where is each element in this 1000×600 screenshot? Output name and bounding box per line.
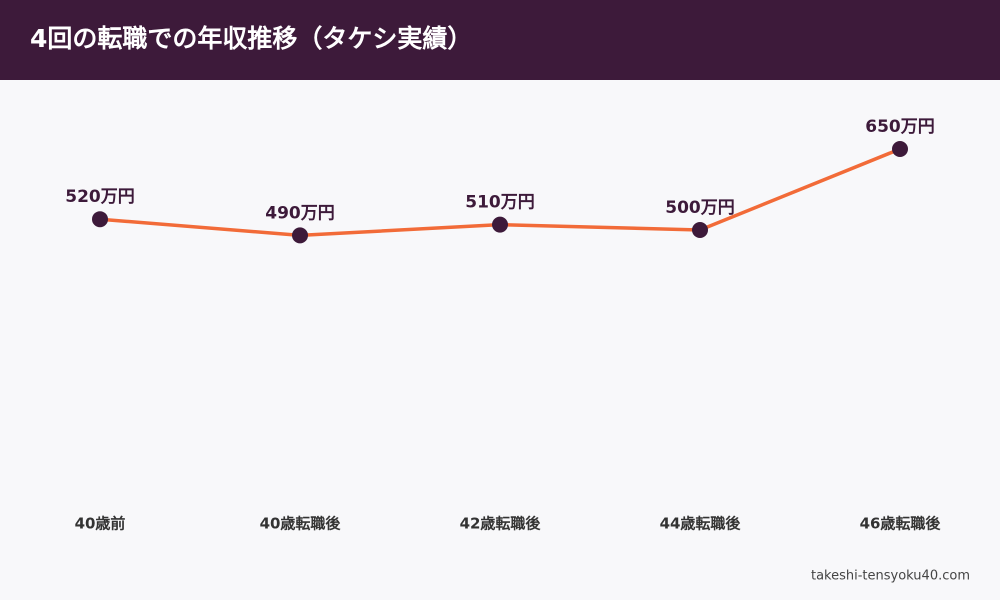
x-tick-label: 46歳転職後 — [860, 515, 942, 533]
value-label: 510万円 — [465, 193, 535, 213]
x-tick-label: 40歳転職後 — [260, 515, 342, 533]
header-bar — [0, 0, 1000, 80]
marker — [692, 222, 708, 238]
marker — [92, 211, 108, 228]
marker — [292, 227, 308, 244]
source: takeshi-tensyoku40.com — [811, 569, 970, 584]
marker — [892, 141, 908, 157]
value-label: 520万円 — [65, 187, 135, 207]
value-label: 500万円 — [665, 198, 735, 218]
x-tick-label: 40歳前 — [75, 515, 126, 533]
value-label: 650万円 — [865, 117, 935, 137]
value-label: 490万円 — [265, 203, 335, 223]
marker — [492, 216, 508, 233]
x-tick-label: 42歳転職後 — [460, 515, 542, 533]
chart-title: 4回の転職での年収推移（タケシ実績） — [30, 24, 472, 53]
x-tick-label: 44歳転職後 — [660, 515, 742, 533]
